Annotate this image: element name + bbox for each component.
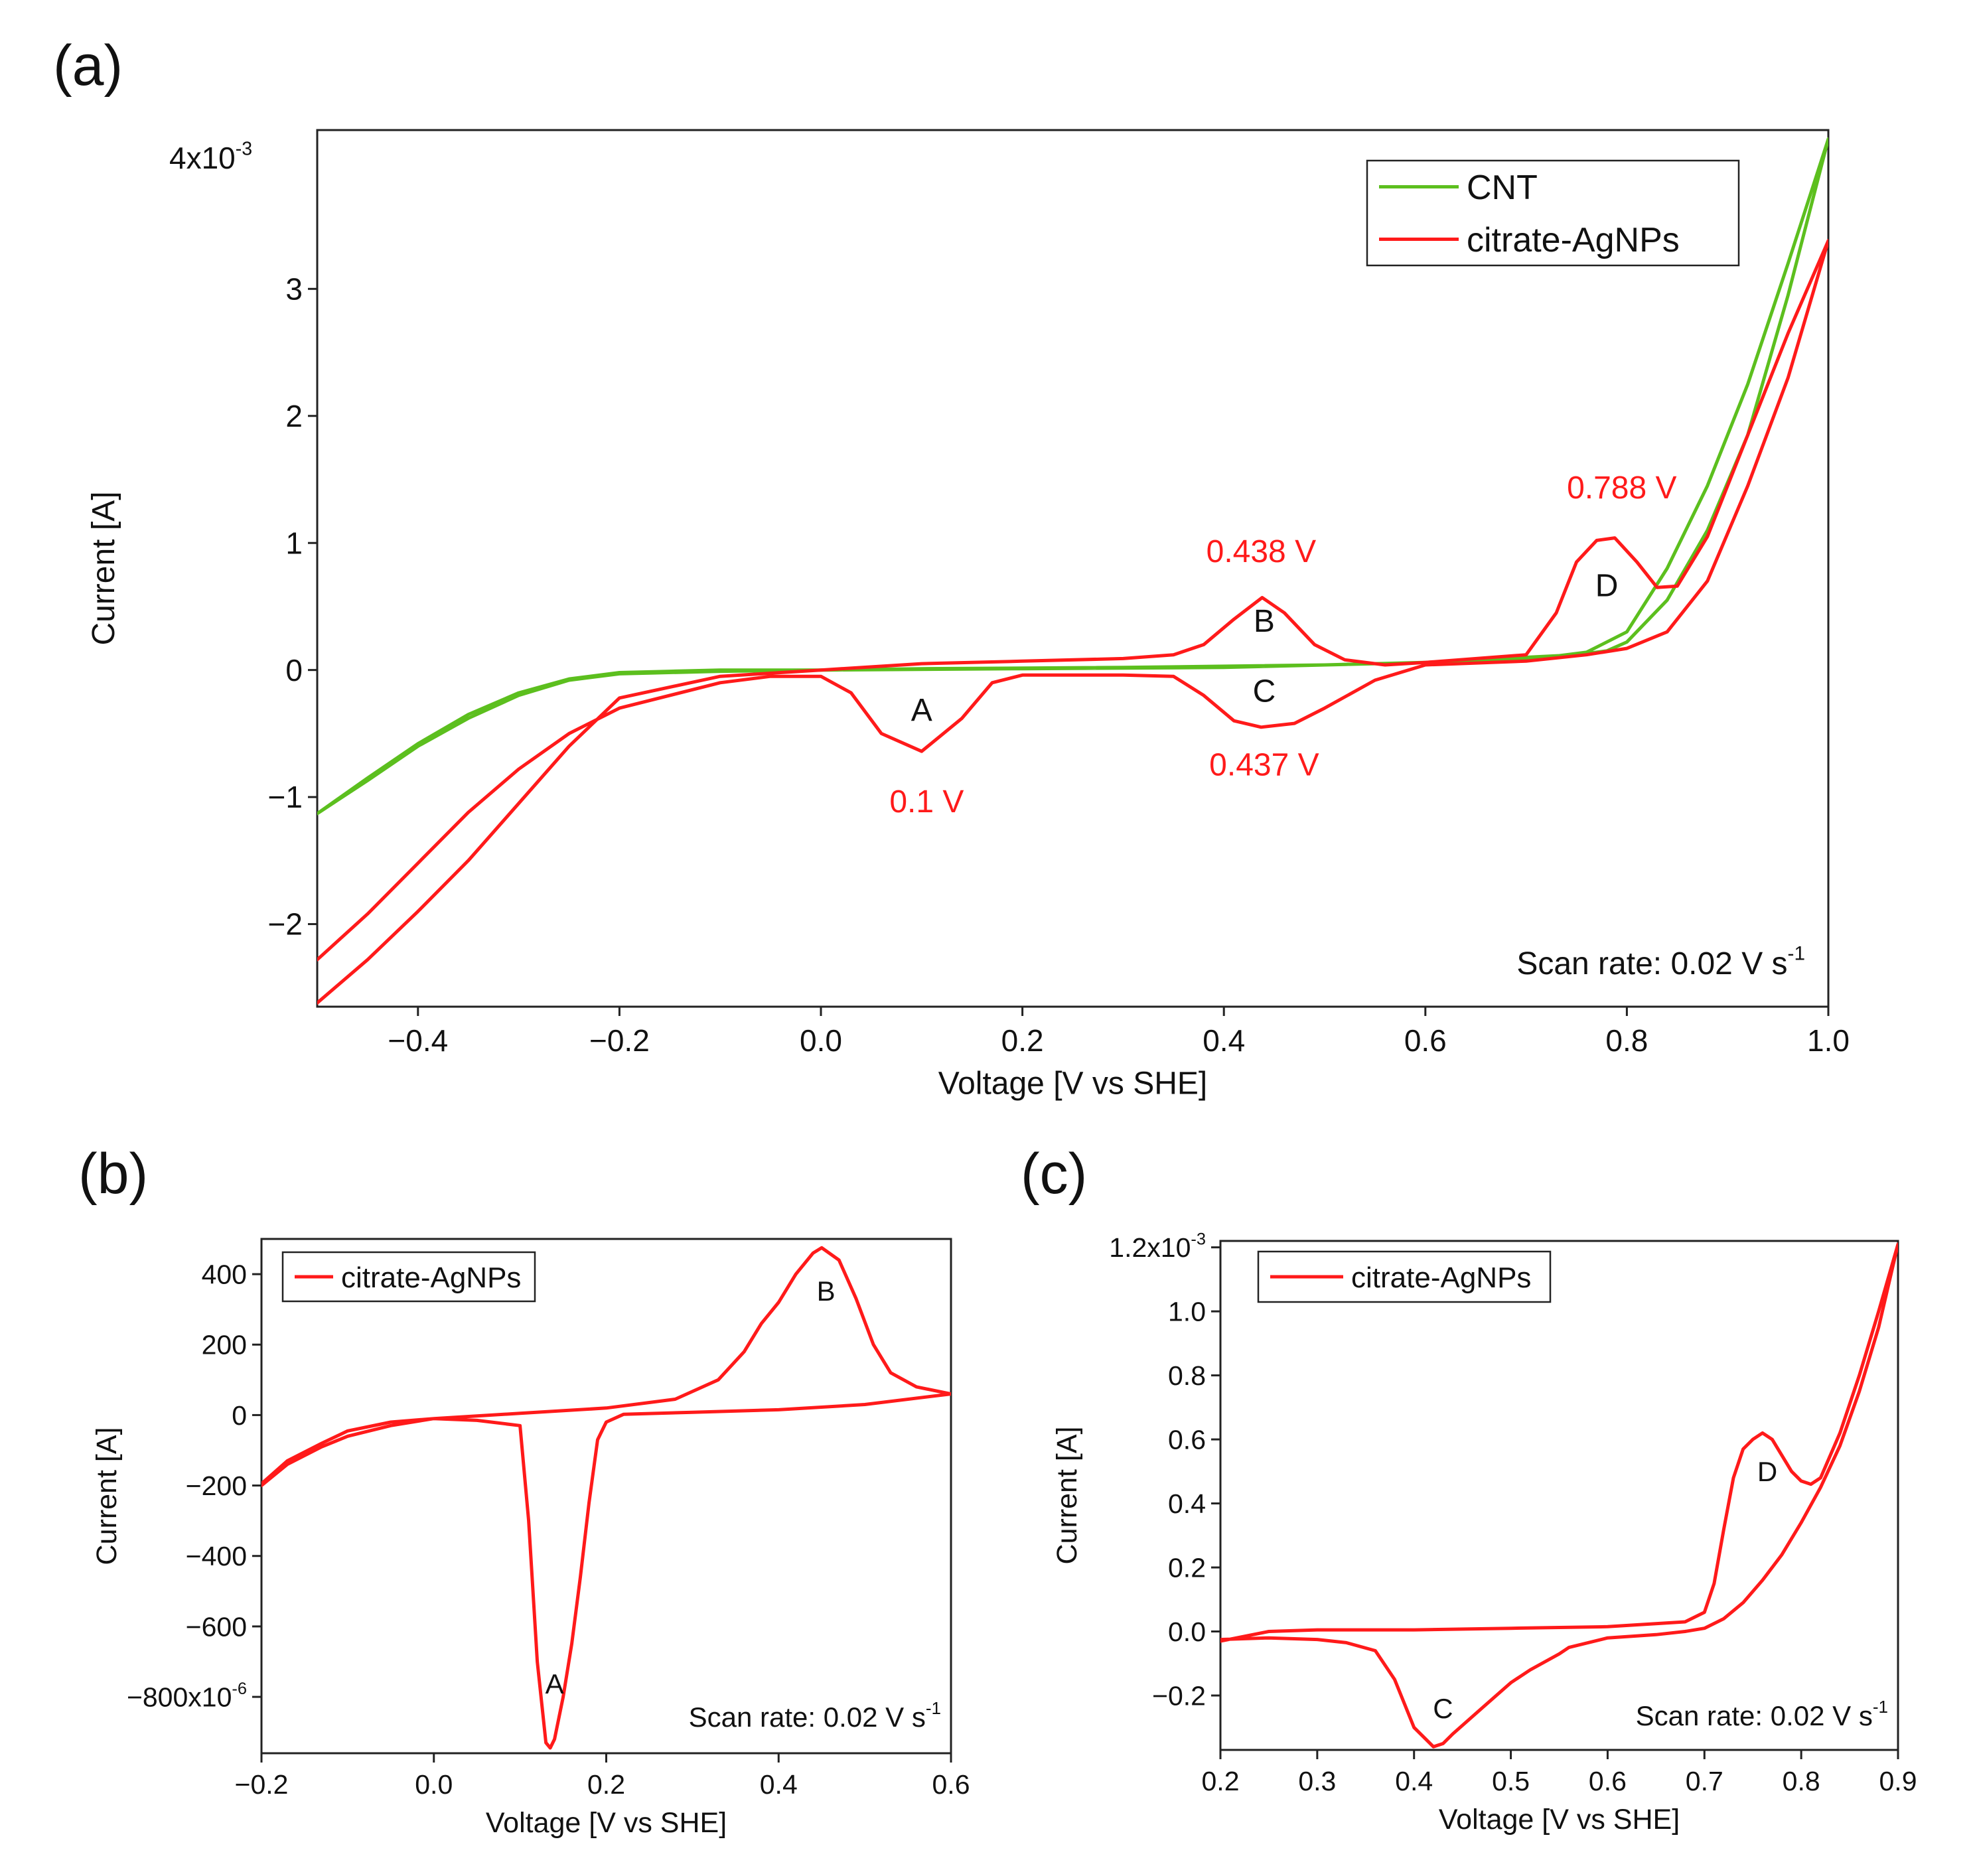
panel-label: (a) [53,34,123,98]
panel-label: (c) [1021,1142,1087,1206]
x-tick-label: 0.6 [1589,1766,1627,1796]
x-tick-label: 0.8 [1783,1766,1820,1796]
scan-rate-annotation: Scan rate: 0.02 V s-1 [689,1698,941,1733]
legend-label: citrate-AgNPs [1351,1262,1531,1294]
x-tick-label: 0.3 [1298,1766,1336,1796]
series-line-cnt [317,137,1828,816]
peak-label: B [817,1275,836,1307]
x-tick-label: 0.6 [932,1769,970,1800]
peak-label: 0.1 V [889,784,964,820]
x-axis-title: Voltage [V vs SHE] [486,1807,727,1839]
x-tick-label: 0.5 [1492,1766,1530,1796]
x-tick-label: 0.8 [1605,1023,1648,1058]
y-axis-title: Current [A] [86,491,121,645]
x-tick-label: 0.4 [1203,1023,1245,1058]
y-tick-label: 1.0 [1168,1296,1206,1327]
peak-label: C [1253,674,1276,709]
x-tick-label: 0.0 [415,1769,453,1800]
y-tick-label: −400 [186,1541,247,1571]
peak-label: A [546,1668,564,1699]
x-tick-label: 1.0 [1807,1023,1850,1058]
peak-label: C [1433,1693,1453,1724]
x-tick-label: −0.2 [235,1769,289,1800]
legend-box [1366,159,1740,267]
x-tick-label: 0.0 [800,1023,842,1058]
peak-label: D [1757,1456,1777,1487]
y-tick-label: 2 [285,399,303,433]
legend-label: citrate-AgNPs [1467,221,1680,259]
x-tick-label: 0.6 [1404,1023,1447,1058]
peak-label: A [911,693,932,728]
y-tick-label: −800x10-6 [127,1680,247,1712]
panel-a: (a) −0.4 −0.2 0.0 0.2 0.4 0.6 0.8 1.0 −2 −1 0 1 2 3 4x1… [53,34,1850,1102]
y-axis-title: Current [A] [91,1427,123,1565]
x-tick-label: 0.7 [1686,1766,1723,1796]
plot-frame [1219,1240,1899,1751]
series-line-citrate-agnps [261,1246,951,1750]
y-tick-label: 1.2x10-3 [1109,1230,1206,1263]
y-tick-label: 0 [232,1400,247,1431]
y-tick-label: −2 [268,907,303,942]
y-tick-label: 3 [285,271,303,306]
y-tick-label: −200 [186,1471,247,1501]
x-tick-label: −0.4 [388,1023,448,1058]
y-tick-label: 0.0 [1168,1617,1206,1647]
y-tick-label: 0.2 [1168,1552,1206,1583]
peak-label: 0.788 V [1567,470,1676,506]
y-tick-label: 1 [285,526,303,560]
y-tick-label: 0.6 [1168,1424,1206,1455]
y-tick-label: 0.4 [1168,1488,1206,1519]
series-line-citrate-agnps [317,239,1828,1005]
y-tick-label: −0.2 [1152,1680,1206,1711]
x-tick-label: −0.2 [589,1023,650,1058]
y-axis-title: Current [A] [1051,1427,1083,1565]
plot-frame [316,129,1830,1008]
x-tick-label: 0.2 [587,1769,625,1800]
series-line-citrate-agnps [1220,1242,1898,1749]
x-axis-title: Voltage [V vs SHE] [1439,1804,1680,1836]
y-tick-label: 200 [202,1330,247,1360]
x-tick-label: 0.4 [760,1769,798,1800]
scan-rate-annotation: Scan rate: 0.02 V s-1 [1636,1697,1888,1731]
peak-label: 0.437 V [1209,748,1319,783]
panel-b: (b) −0.2 0.0 0.2 0.4 0.6 −800x10-6 −600 −400 −200… [78,1142,970,1839]
legend-label: CNT [1467,169,1538,207]
x-tick-label: 0.4 [1395,1766,1433,1796]
x-tick-label: 0.2 [1202,1766,1240,1796]
legend-label: citrate-AgNPs [341,1262,521,1294]
y-tick-label: 0.8 [1168,1360,1206,1391]
x-tick-label: 0.2 [1001,1023,1044,1058]
peak-label: D [1595,569,1619,604]
y-tick-label: −1 [268,780,303,814]
peak-label: B [1254,604,1275,639]
y-tick-label: 0 [285,653,303,687]
panel-label: (b) [78,1142,148,1206]
panel-c: (c) 0.2 0.3 0.4 0.5 0.6 0.7 0.8 0.9 −0.2 0.0 0.2 0.4… [1021,1142,1917,1836]
y-multiplier: 4x10-3 [169,138,252,175]
scan-rate-annotation: Scan rate: 0.02 V s-1 [1516,942,1805,981]
y-tick-label: 400 [202,1259,247,1289]
x-tick-label: 0.9 [1879,1766,1917,1796]
peak-label: 0.438 V [1207,534,1316,569]
y-tick-label: −600 [186,1611,247,1642]
x-axis-title: Voltage [V vs SHE] [938,1066,1208,1102]
